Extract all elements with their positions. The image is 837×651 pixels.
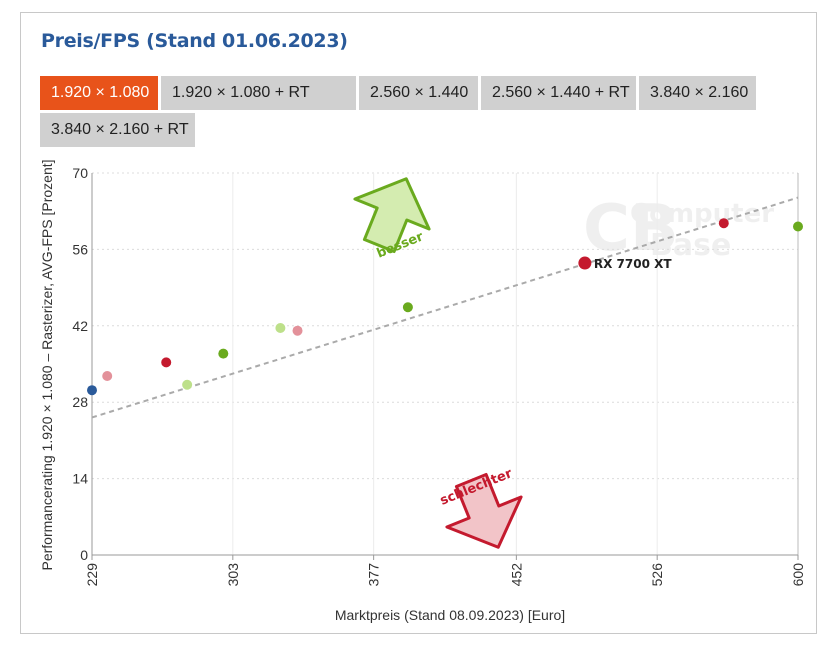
better-arrow-shape xyxy=(353,177,431,254)
x-tick-label: 600 xyxy=(790,563,806,587)
worse-arrow: schlechter xyxy=(438,466,523,549)
tab-2160p[interactable]: 3.840 × 2.160 xyxy=(639,76,756,110)
worse-arrow-shape xyxy=(445,472,523,549)
tab-1440p[interactable]: 2.560 × 1.440 xyxy=(359,76,478,110)
data-point[interactable] xyxy=(578,256,592,270)
tab-1080p[interactable]: 1.920 × 1.080 xyxy=(40,76,158,110)
data-point[interactable] xyxy=(87,385,97,396)
x-axis: 229 303 377 452 526 600 xyxy=(84,554,806,587)
y-axis: 0 14 28 42 56 70 xyxy=(72,165,799,563)
data-points: RX 7700 XT xyxy=(87,218,803,396)
page-title: Preis/FPS (Stand 01.06.2023) xyxy=(41,30,348,52)
tab-1440p-rt[interactable]: 2.560 × 1.440 + RT xyxy=(481,76,636,110)
data-point[interactable] xyxy=(102,371,113,382)
trend-line xyxy=(91,196,799,419)
data-point-label: RX 7700 XT xyxy=(594,257,672,271)
x-tick-label: 526 xyxy=(649,563,665,587)
y-tick-label: 42 xyxy=(72,318,88,334)
x-tick-label: 229 xyxy=(84,563,100,587)
y-tick-label: 56 xyxy=(72,241,88,257)
watermark-text-line1: Computer xyxy=(630,199,774,229)
data-point[interactable] xyxy=(275,322,286,333)
x-tick-label: 377 xyxy=(366,563,382,587)
data-point[interactable] xyxy=(161,357,172,368)
watermark-logo: CB Computer Base xyxy=(583,192,774,266)
watermark-text-line2: Base xyxy=(650,228,731,263)
data-point[interactable] xyxy=(292,325,303,336)
tab-2160p-rt[interactable]: 3.840 × 2.160 + RT xyxy=(40,113,195,147)
data-point[interactable] xyxy=(182,379,193,390)
grid-lines xyxy=(92,172,798,555)
y-tick-label: 0 xyxy=(80,547,88,563)
x-tick-label: 452 xyxy=(508,563,524,587)
watermark-logo-letters: CB xyxy=(583,192,679,266)
data-point[interactable] xyxy=(793,221,803,232)
better-arrow: besser xyxy=(353,177,431,262)
data-point[interactable] xyxy=(718,218,729,229)
tab-1080p-rt[interactable]: 1.920 × 1.080 + RT xyxy=(161,76,356,110)
x-axis-label: Marktpreis (Stand 08.09.2023) [Euro] xyxy=(335,607,565,623)
x-tick-label: 303 xyxy=(225,563,241,587)
y-axis-label: Performancerating 1.920 × 1.080 – Raster… xyxy=(39,159,55,570)
data-point[interactable] xyxy=(218,348,229,359)
y-tick-label: 14 xyxy=(72,471,88,487)
y-tick-label: 28 xyxy=(72,394,88,410)
y-tick-label: 70 xyxy=(72,165,88,181)
data-point[interactable] xyxy=(402,302,413,313)
